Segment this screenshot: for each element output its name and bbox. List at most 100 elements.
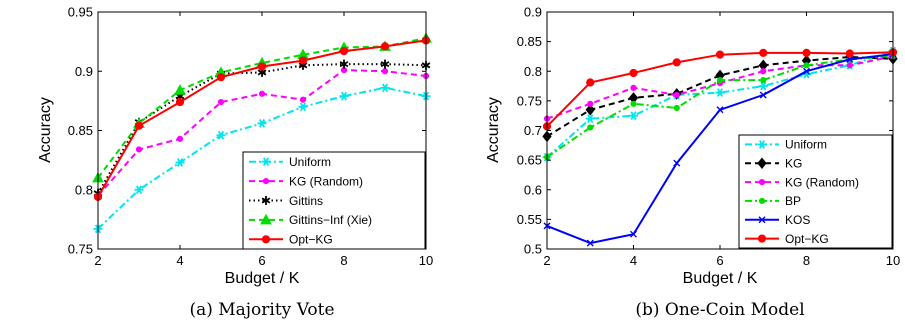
legend-entry: KG xyxy=(745,157,802,171)
series-line xyxy=(546,51,894,128)
data-point xyxy=(630,100,637,107)
y-tick-label: 0.7 xyxy=(524,123,542,138)
legend-marker xyxy=(758,197,766,205)
y-tick-label: 0.75 xyxy=(68,242,93,257)
data-point xyxy=(715,88,725,97)
data-point xyxy=(216,130,226,140)
x-tick-label: 4 xyxy=(176,253,183,268)
data-point xyxy=(380,42,390,51)
legend-entry: Uniform xyxy=(249,155,331,169)
legend-label: Uniform xyxy=(785,138,827,152)
legend-label: Gittins−Inf (Xie) xyxy=(289,213,372,227)
x-axis-label: Budget / K xyxy=(225,270,300,287)
x-tick-label: 6 xyxy=(716,253,723,268)
data-point xyxy=(846,62,853,69)
legend-marker xyxy=(261,196,271,205)
data-point xyxy=(587,124,594,131)
legend-label: KOS xyxy=(785,213,810,227)
data-point xyxy=(339,47,349,56)
data-point xyxy=(587,100,594,107)
y-tick-label: 0.95 xyxy=(68,5,93,20)
legend-marker xyxy=(261,235,271,244)
data-point xyxy=(673,104,680,112)
legend-entry: Gittins−Inf (Xie) xyxy=(249,213,372,227)
x-tick-label: 10 xyxy=(886,253,900,268)
legend-label: KG (Random) xyxy=(289,174,363,188)
data-point xyxy=(585,103,595,116)
series-opt-kg xyxy=(93,36,431,201)
legend-label: Opt−KG xyxy=(289,233,333,247)
data-point xyxy=(586,78,595,87)
series-line xyxy=(546,55,894,138)
x-tick-label: 6 xyxy=(258,253,265,268)
x-tick-label: 4 xyxy=(630,253,637,268)
data-point xyxy=(134,185,144,195)
data-point xyxy=(176,135,184,142)
legend-marker xyxy=(260,213,272,225)
legend-marker xyxy=(757,140,767,149)
data-point xyxy=(758,81,768,91)
y-tick-label: 0.55 xyxy=(517,212,542,227)
data-point xyxy=(803,67,810,75)
data-point xyxy=(134,121,144,130)
legend-entry: Opt−KG xyxy=(249,233,333,247)
x-tick-label: 8 xyxy=(803,253,810,268)
series-kg xyxy=(542,51,898,143)
data-point xyxy=(673,91,680,99)
legend: Uniform KG (Random) Gittins Gittins−Inf (Xi… xyxy=(242,151,426,250)
legend-entry: KG (Random) xyxy=(249,174,363,188)
data-point xyxy=(760,68,767,75)
legend-entry: BP xyxy=(745,194,801,208)
legend-entry: KOS xyxy=(745,213,810,227)
data-point xyxy=(339,59,349,69)
x-tick-label: 8 xyxy=(340,253,347,268)
data-point xyxy=(258,90,266,97)
y-tick-label: 0.6 xyxy=(524,182,542,197)
series-uniform xyxy=(93,83,431,234)
data-point xyxy=(585,114,595,123)
data-point xyxy=(298,102,308,112)
legend-label: BP xyxy=(785,194,801,208)
legend-marker xyxy=(758,216,766,224)
legend-label: Gittins xyxy=(289,194,323,208)
legend-box xyxy=(242,151,426,250)
y-tick-label: 0.5 xyxy=(524,242,542,257)
y-tick-label: 0.9 xyxy=(524,5,542,20)
subfigure-caption: (a) Majority Vote xyxy=(189,300,334,320)
legend-marker xyxy=(262,178,270,185)
y-tick-label: 0.8 xyxy=(75,182,93,197)
legend-entry: Uniform xyxy=(745,138,827,152)
data-point xyxy=(672,58,681,67)
data-point xyxy=(298,56,308,65)
data-point xyxy=(759,48,768,57)
data-point xyxy=(760,77,767,84)
legend-entry: KG (Random) xyxy=(745,175,859,189)
data-point xyxy=(716,106,724,114)
legend-label: Uniform xyxy=(289,155,331,169)
data-point xyxy=(586,239,594,247)
legend-marker xyxy=(758,178,766,186)
legend-marker xyxy=(757,234,767,243)
data-point xyxy=(339,91,349,101)
y-axis-label: Accuracy xyxy=(485,97,502,163)
legend-marker xyxy=(261,157,271,167)
legend-label: KG xyxy=(785,157,802,171)
y-tick-label: 0.65 xyxy=(517,153,542,168)
data-point xyxy=(802,48,811,57)
x-tick-label: 2 xyxy=(94,253,101,268)
legend-label: Opt−KG xyxy=(785,232,829,246)
data-point xyxy=(380,83,390,93)
data-point xyxy=(673,159,681,167)
data-point xyxy=(845,49,854,58)
data-point xyxy=(257,62,267,71)
data-point xyxy=(846,55,854,63)
data-point xyxy=(759,91,767,99)
data-point xyxy=(174,84,186,95)
data-point xyxy=(299,96,307,103)
data-point xyxy=(175,97,185,107)
data-point xyxy=(716,77,724,84)
y-tick-label: 0.8 xyxy=(524,64,542,79)
data-point xyxy=(629,111,638,121)
legend-marker xyxy=(757,157,767,170)
